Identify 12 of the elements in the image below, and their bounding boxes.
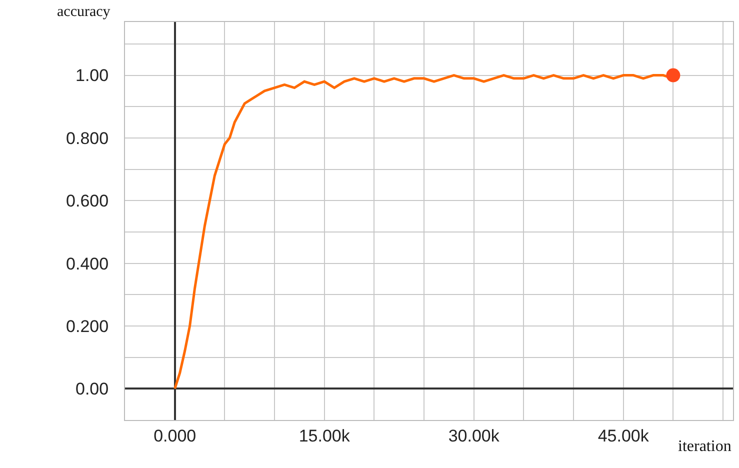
y-tick-label: 1.00 bbox=[76, 66, 109, 86]
y-tick-label: 0.00 bbox=[76, 380, 109, 399]
y-tick-label: 0.200 bbox=[66, 316, 109, 336]
x-tick-label: 15.00k bbox=[298, 426, 350, 446]
x-tick-label: 0.000 bbox=[154, 426, 196, 446]
y-axis-title: accuracy bbox=[57, 4, 111, 20]
x-axis-title: iteration bbox=[678, 438, 732, 455]
y-tick-label: 0.800 bbox=[66, 128, 109, 148]
x-tick-label: 45.00k bbox=[598, 426, 650, 446]
y-tick-label: 0.400 bbox=[66, 254, 109, 274]
x-tick-label: 30.00k bbox=[448, 426, 500, 446]
y-tick-label: 0.600 bbox=[66, 192, 109, 211]
